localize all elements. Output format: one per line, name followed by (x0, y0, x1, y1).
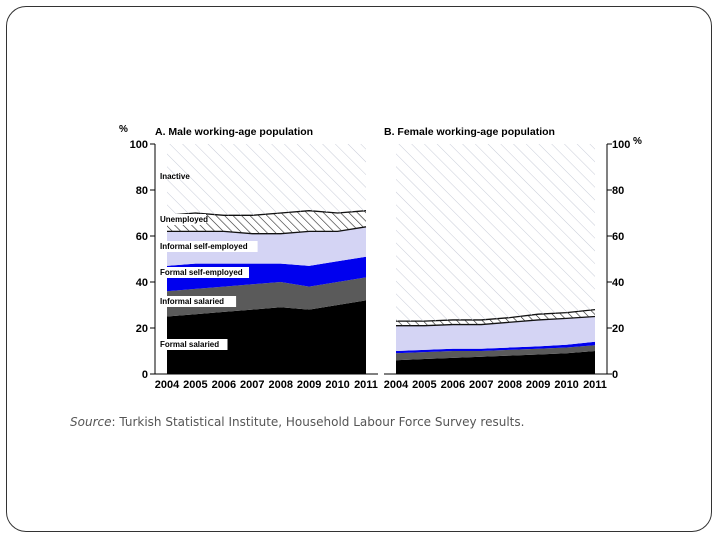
legend-label: Informal salaried (160, 297, 224, 306)
male-formal-salaried-area (167, 300, 366, 374)
female-inactive-area (396, 144, 595, 322)
male-x-tick-label: 2008 (268, 379, 292, 391)
y-tick-label-left: 100 (130, 139, 148, 151)
legend-label: Inactive (160, 172, 190, 181)
legend-label-bg (157, 214, 206, 225)
y-tick-label-right: 20 (612, 323, 624, 335)
female-x-tick-label: 2005 (412, 379, 436, 391)
male-inactive-area (167, 144, 366, 216)
male-unemployed-area (167, 210, 366, 234)
female-x-tick-label: 2006 (441, 379, 465, 391)
female-x-tick-label: 2004 (384, 379, 409, 391)
y-unit-right: % (633, 136, 642, 147)
legend-label-bg (157, 296, 237, 307)
male-formal-self-employed-area (167, 256, 366, 292)
legend-label: Informal self-employed (160, 242, 248, 251)
y-tick-label-right: 100 (612, 139, 630, 151)
legend-label: Formal salaried (160, 340, 219, 349)
female-x-tick-label: 2010 (554, 379, 578, 391)
y-tick-label-left: 60 (136, 231, 148, 243)
y-tick-label-right: 60 (612, 231, 624, 243)
female-x-tick-label: 2009 (526, 379, 550, 391)
male-x-tick-label: 2009 (297, 379, 321, 391)
source-text: : Turkish Statistical Institute, Househo… (111, 415, 525, 429)
legend-label-bg (157, 339, 228, 350)
legend-label-bg (157, 267, 249, 278)
female-panel-title: B. Female working-age population (384, 126, 555, 138)
male-x-tick-label: 2007 (240, 379, 264, 391)
female-x-tick-label: 2008 (497, 379, 521, 391)
y-tick-label-right: 80 (612, 185, 624, 197)
legend-label-bg (157, 241, 258, 252)
male-informal-self-employed-area (167, 226, 366, 266)
y-unit-left: % (119, 124, 128, 135)
y-tick-label-right: 0 (612, 369, 618, 381)
male-x-tick-label: 2010 (325, 379, 349, 391)
male-x-tick-label: 2006 (212, 379, 236, 391)
source-note: Source: Turkish Statistical Institute, H… (70, 415, 524, 429)
female-x-tick-label: 2011 (583, 379, 607, 391)
male-panel-title: A. Male working-age population (155, 126, 313, 138)
legend-label: Formal self-employed (160, 268, 243, 277)
female-formal-self-employed-area (396, 341, 595, 354)
legend-label: Unemployed (160, 215, 208, 224)
source-label: Source (70, 415, 112, 429)
male-x-tick-label: 2005 (183, 379, 207, 391)
y-tick-label-left: 0 (142, 369, 148, 381)
y-tick-label-left: 40 (136, 277, 148, 289)
male-x-tick-label: 2011 (354, 379, 378, 391)
y-tick-label-left: 20 (136, 323, 148, 335)
y-tick-label-left: 80 (136, 185, 148, 197)
female-formal-salaried-area (396, 351, 595, 374)
female-unemployed-area (396, 309, 595, 326)
female-x-tick-label: 2007 (469, 379, 493, 391)
female-informal-salaried-area (396, 345, 595, 361)
y-tick-label-right: 40 (612, 277, 624, 289)
male-x-tick-label: 2004 (155, 379, 180, 391)
